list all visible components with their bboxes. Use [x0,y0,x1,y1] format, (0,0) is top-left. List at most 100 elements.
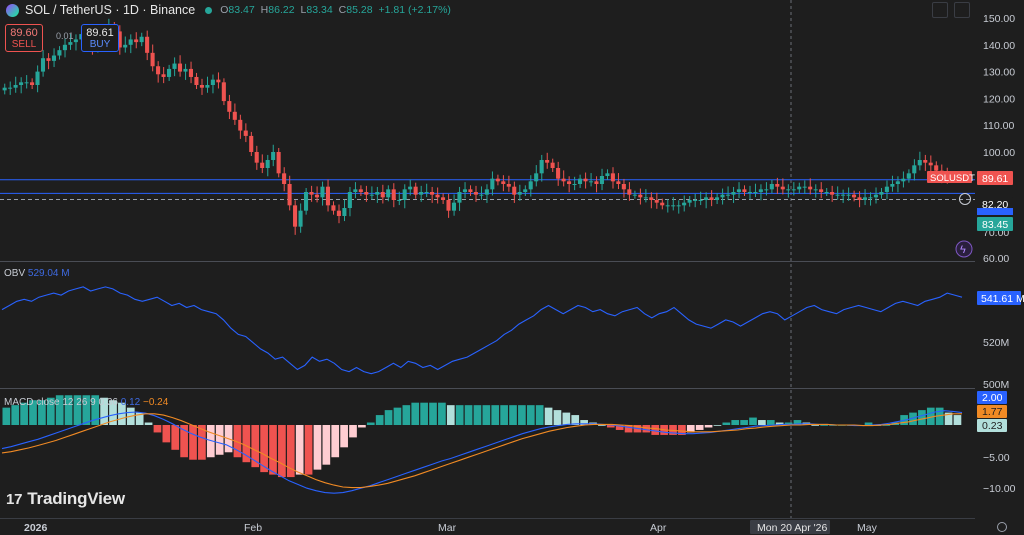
macd-histogram-bar [766,420,775,425]
candle [221,82,226,102]
macd-histogram-bar [500,405,508,425]
candle [156,66,161,75]
macd-histogram-bar [509,405,517,425]
sell-button[interactable]: 89.60 SELL [5,24,43,52]
download-icon[interactable] [932,2,948,18]
macd-histogram-bar [526,405,535,425]
candle [397,200,402,201]
candle [282,173,287,184]
macd-histogram-bar [704,425,713,428]
candle [632,194,637,196]
candle [424,192,429,193]
macd-histogram-bar [491,405,500,425]
solana-icon [6,3,19,17]
macd-histogram-bar [313,425,322,470]
candle [216,79,221,83]
candle [73,39,78,43]
chart-header: SOL / TetherUS · 1D · Binance O83.47 H86.… [6,2,457,18]
obv-legend[interactable]: OBV 529.04 M [4,268,70,279]
candle [862,197,868,200]
macd-histogram-bar [322,425,331,465]
candle [35,71,40,85]
ohlc-readout: O83.47 H86.22 L83.34 C85.28 +1.81 (+2.17%) [220,4,451,16]
candle [68,42,73,45]
price-tag [977,217,1013,231]
candle [819,189,824,192]
crosshair-date-label: Mon 20 Apr '26 [757,522,827,534]
candle [177,63,183,72]
candle [835,194,840,196]
candle [347,192,352,208]
tradingview-logo[interactable]: 17 TradingView [6,489,125,508]
macd-histogram-bar [393,407,402,425]
macd-line [1,410,963,494]
candle [599,176,604,184]
macd-histogram-bar [571,415,580,425]
symbol-title[interactable]: SOL / TetherUS · 1D · Binance [25,3,196,17]
macd-histogram-bar [180,425,188,458]
macd-histogram-bar [624,425,633,433]
candle [572,184,577,185]
price-axis-tick: 110.00 [983,120,1014,132]
macd-histogram-bar [384,410,393,425]
candle [643,197,648,199]
price-tag [977,208,1013,215]
macd-histogram-bar [242,425,251,463]
candle [764,189,769,191]
candle [128,39,133,45]
macd-histogram-bar [598,425,606,426]
candle [605,173,610,176]
candle [40,58,46,72]
candle [539,160,544,174]
fullscreen-icon[interactable] [954,2,970,18]
candle [227,101,232,112]
price-tag-value: 83.45 [982,219,1008,231]
macd-histogram-bar [100,397,108,425]
candle [199,85,204,88]
macd-histogram-bar [562,412,571,425]
candle [358,189,363,192]
macd-value-tag-text: 0.23 [982,420,1003,432]
macd-histogram-bar [713,425,722,426]
candle [342,208,347,216]
candle [556,168,561,179]
candle [430,192,435,195]
candle [649,197,654,200]
macd-histogram-bar [233,425,242,458]
macd-histogram-bar [820,425,828,426]
candle [534,173,539,182]
macd-legend[interactable]: MACD close 12 26 9 0.36 0.12 −0.24 [4,397,169,408]
macd-histogram-bar [73,395,82,425]
macd-histogram-bar [615,425,624,430]
candle [824,192,829,193]
candle [271,152,276,160]
buy-button[interactable]: 89.61 BUY [81,24,119,52]
candle [495,178,500,182]
time-axis-tick: Feb [244,522,262,534]
candle [747,192,752,193]
candle [830,192,835,195]
add-alert-icon [959,193,971,205]
time-axis-tick: May [857,522,878,534]
macd-value-tag [977,405,1007,418]
macd-histogram-bar [455,405,464,425]
candle [243,130,248,136]
macd-histogram-bar [651,425,660,435]
candle [380,192,385,198]
candle [194,76,199,85]
candle [260,162,265,168]
macd-histogram-bar [135,412,144,425]
tradingview-logo-icon: 17 [6,490,23,508]
candle [402,189,407,200]
candle [561,178,566,182]
candle [468,189,473,192]
candle [435,194,440,198]
candle [320,186,325,198]
candle [577,178,583,184]
macd-histogram-bar [358,425,366,428]
candle [506,184,511,187]
candle [901,178,906,182]
macd-histogram-bar [304,425,313,475]
time-axis-tick: Apr [650,522,667,534]
